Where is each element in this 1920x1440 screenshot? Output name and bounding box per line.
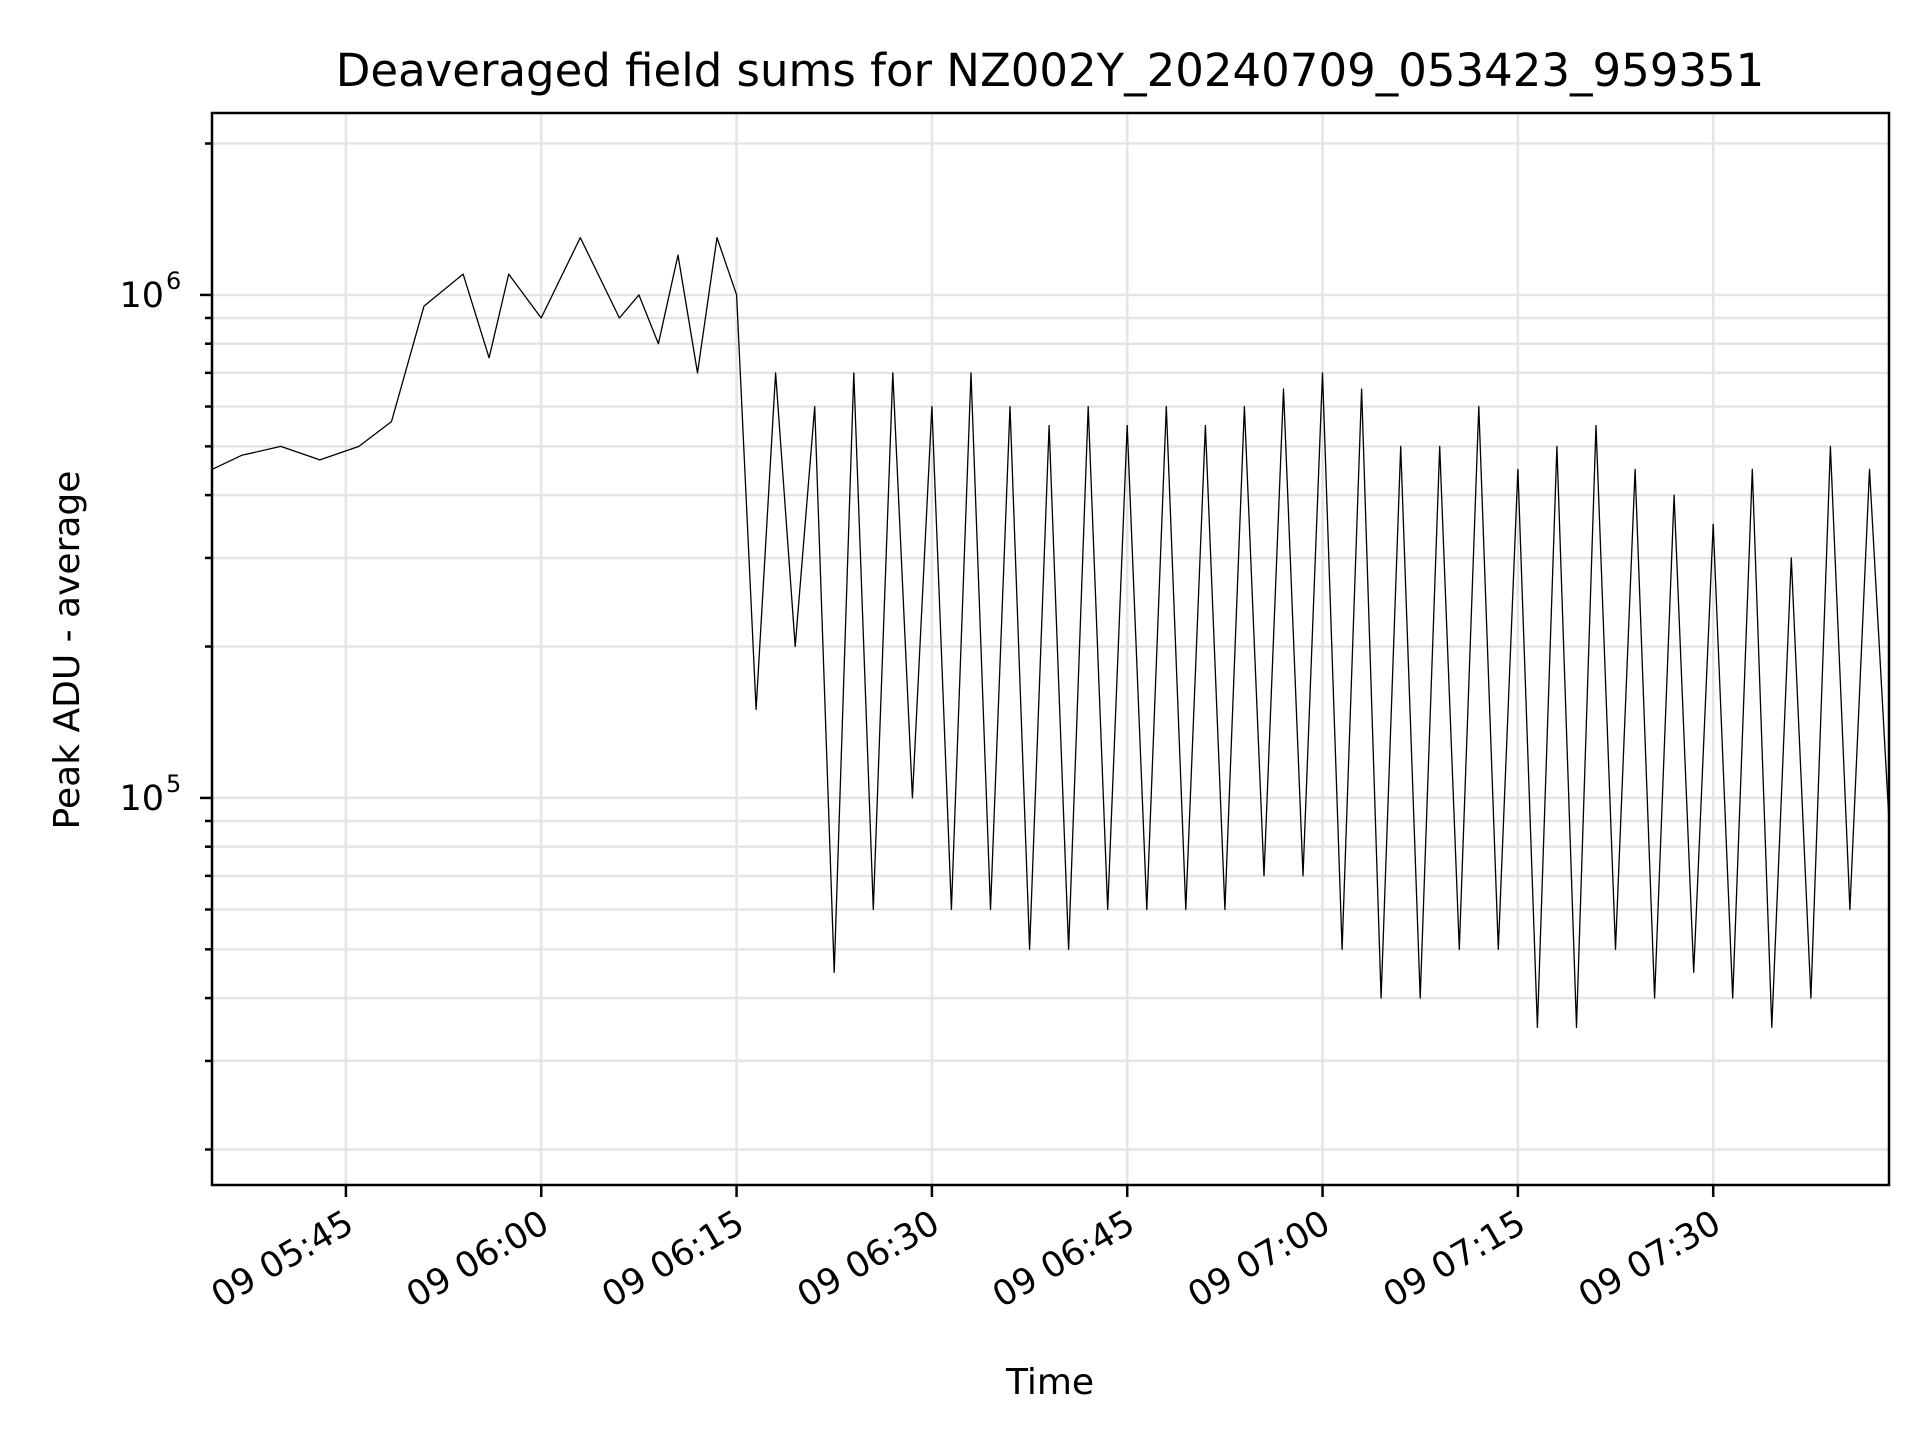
y-tick-label-exponent: 6 bbox=[166, 267, 181, 295]
x-tick-label: 09 06:45 bbox=[986, 1203, 1142, 1316]
y-tick-label: 10 bbox=[119, 779, 164, 819]
y-axis-label: Peak ADU - average bbox=[47, 471, 88, 830]
x-tick-label: 09 07:00 bbox=[1181, 1203, 1337, 1316]
x-tick-label: 09 06:15 bbox=[596, 1203, 752, 1316]
x-tick-label: 09 06:30 bbox=[791, 1203, 947, 1316]
grid bbox=[212, 113, 1889, 1185]
x-axis-label: Time bbox=[1005, 1362, 1094, 1403]
x-tick-label: 09 07:30 bbox=[1572, 1203, 1728, 1316]
y-tick-label: 10 bbox=[119, 276, 164, 316]
chart-title: Deaveraged field sums for NZ002Y_2024070… bbox=[336, 44, 1765, 97]
y-tick-label-exponent: 5 bbox=[166, 770, 181, 798]
x-tick-label: 09 06:00 bbox=[400, 1203, 556, 1316]
axis-ticks: 09 05:45 09 06:00 09 06:15 09 06:30 09 06:45… bbox=[119, 142, 1728, 1316]
x-tick-label: 09 05:45 bbox=[205, 1203, 361, 1316]
series-line bbox=[211, 236, 1890, 1028]
x-tick-label: 09 07:15 bbox=[1377, 1203, 1533, 1316]
plot-frame bbox=[210, 111, 1891, 1187]
